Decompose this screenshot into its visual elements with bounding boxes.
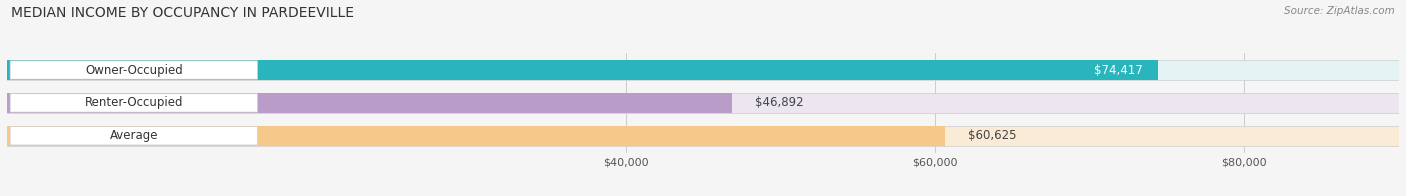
Text: $60,625: $60,625: [967, 129, 1017, 142]
Text: Source: ZipAtlas.com: Source: ZipAtlas.com: [1284, 6, 1395, 16]
FancyBboxPatch shape: [10, 61, 257, 79]
Bar: [7, 60, 1399, 80]
Bar: [7, 126, 1399, 146]
Bar: [7, 93, 733, 113]
Text: Owner-Occupied: Owner-Occupied: [84, 64, 183, 76]
Bar: [7, 60, 1159, 80]
Text: MEDIAN INCOME BY OCCUPANCY IN PARDEEVILLE: MEDIAN INCOME BY OCCUPANCY IN PARDEEVILL…: [11, 6, 354, 20]
FancyBboxPatch shape: [10, 127, 257, 145]
Text: Average: Average: [110, 129, 157, 142]
Text: $46,892: $46,892: [755, 96, 804, 109]
Bar: [7, 126, 945, 146]
Text: Renter-Occupied: Renter-Occupied: [84, 96, 183, 109]
FancyBboxPatch shape: [10, 94, 257, 112]
Text: $74,417: $74,417: [1094, 64, 1143, 76]
Bar: [7, 93, 1399, 113]
